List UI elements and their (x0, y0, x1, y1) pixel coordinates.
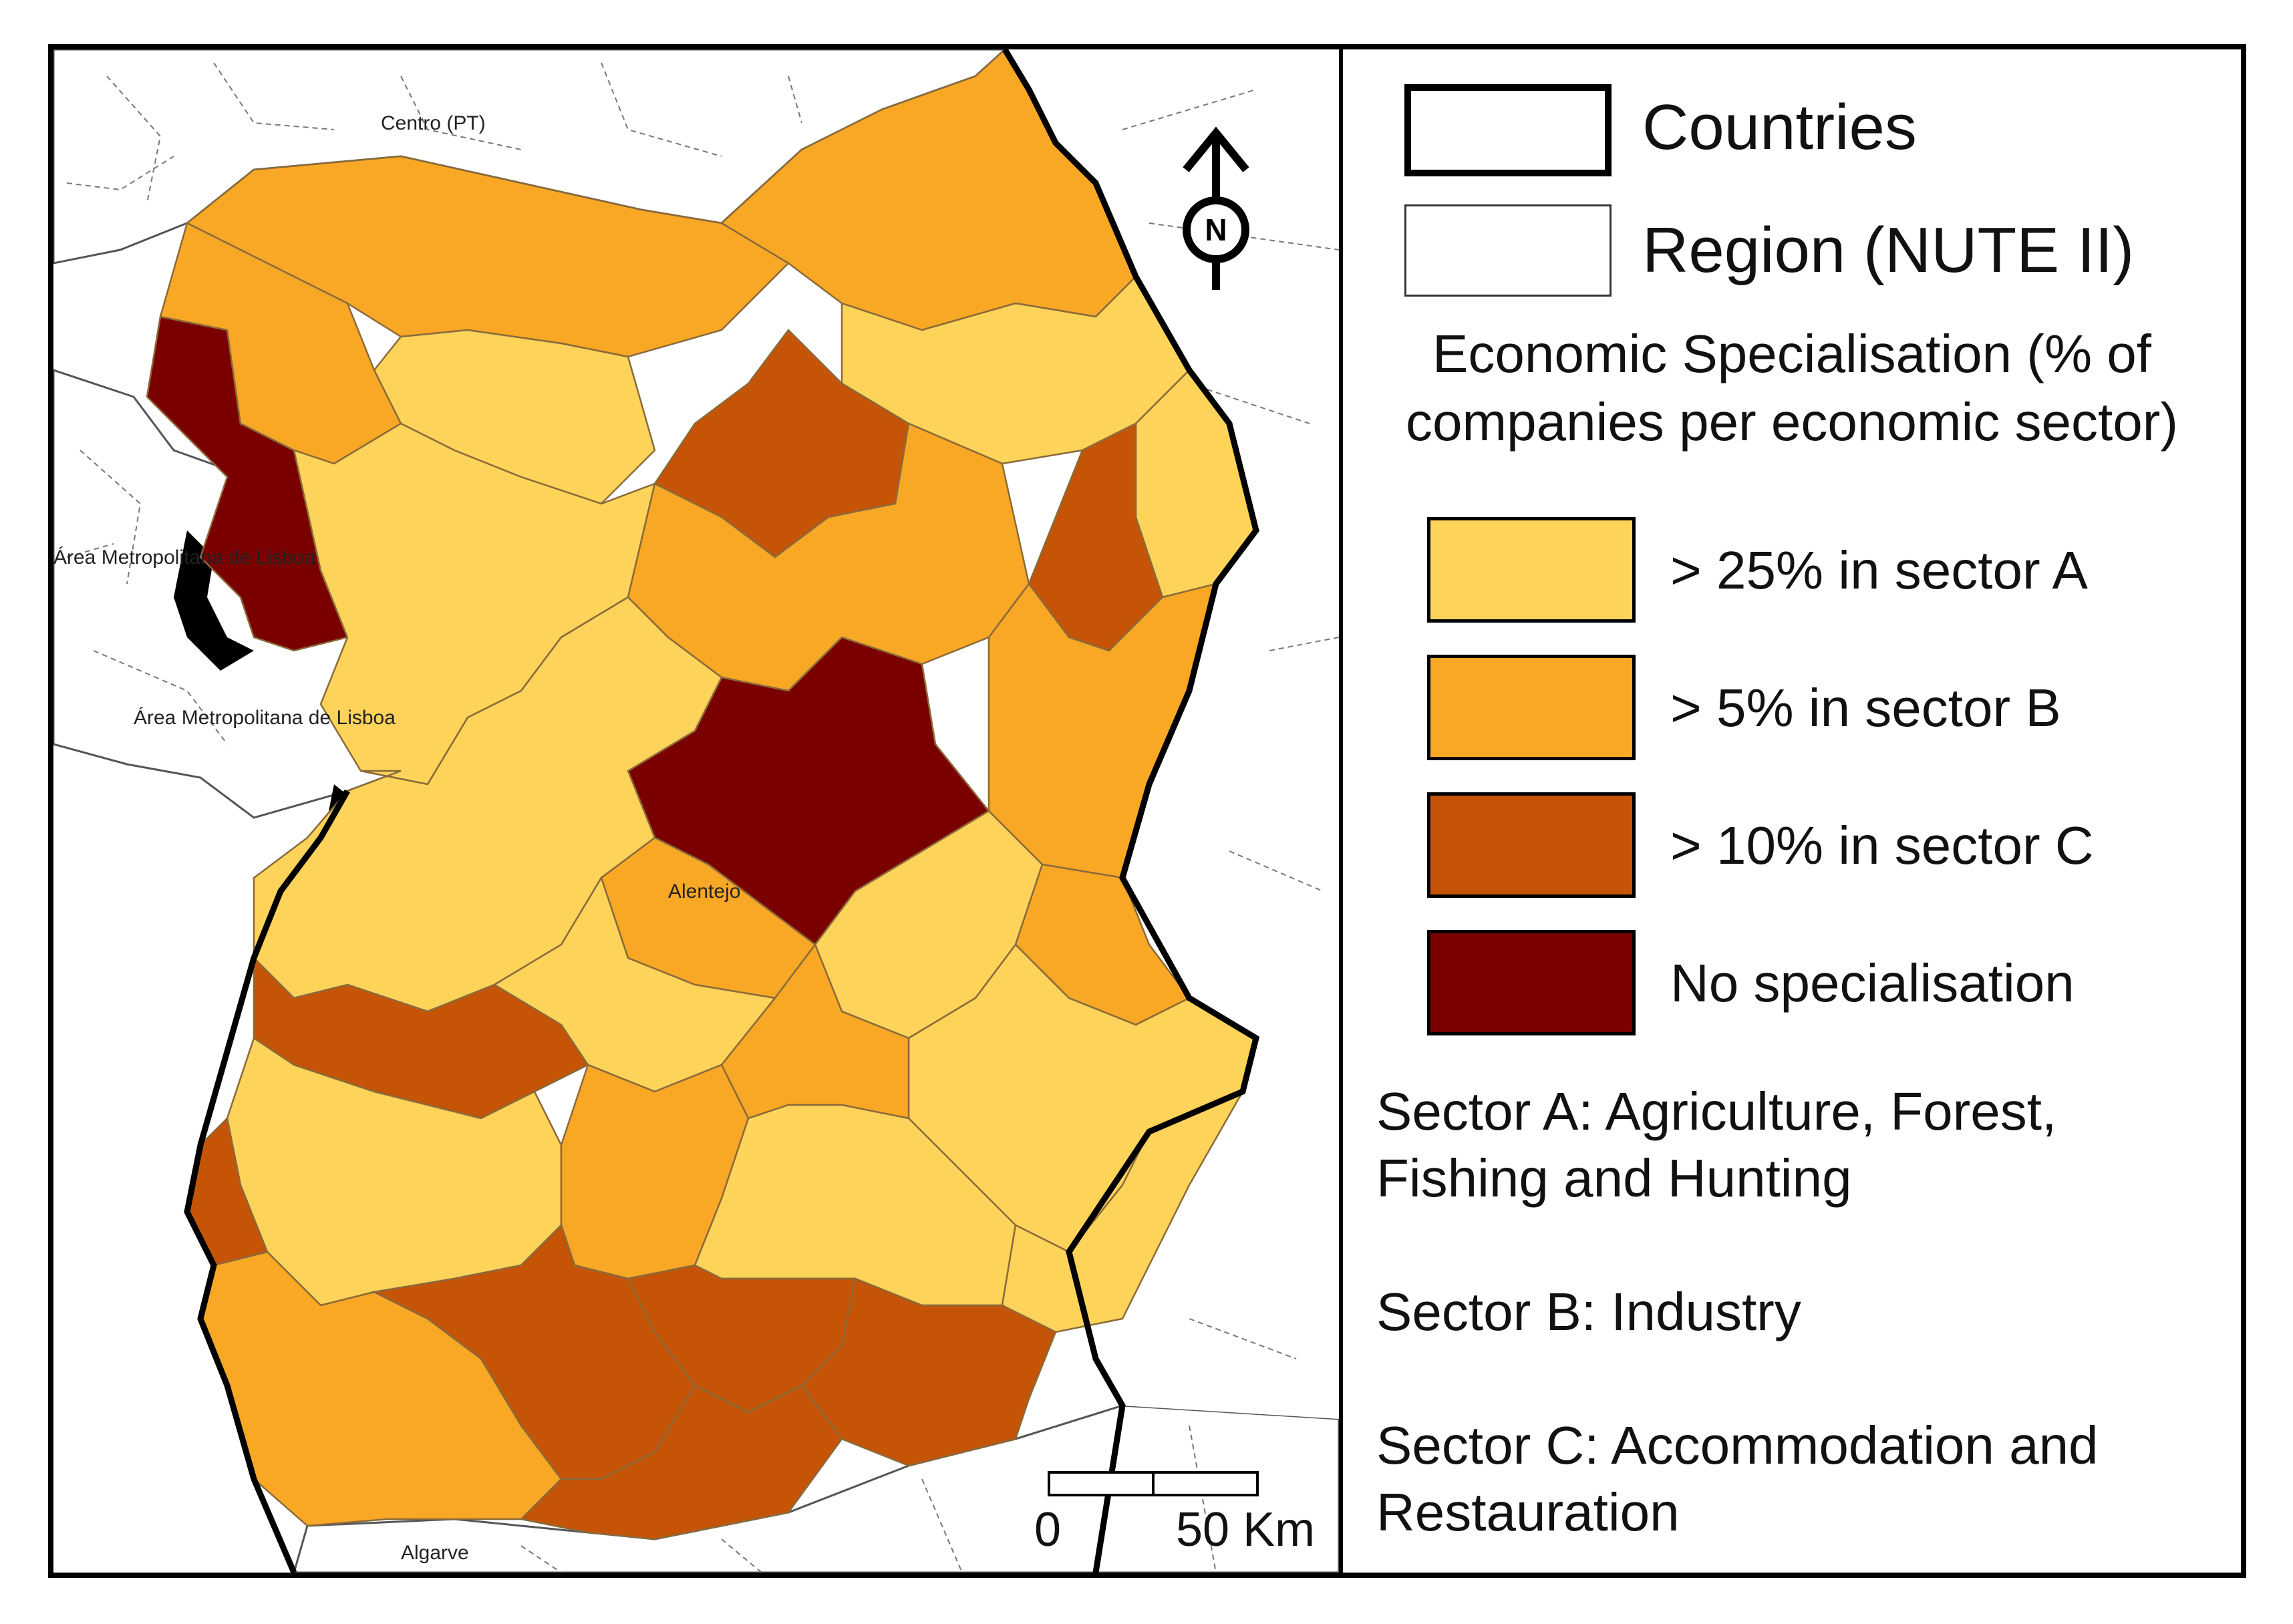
map-canvas: Centro (PT) Área Metropolitana de Lisboa… (53, 49, 1339, 1573)
municipality-c-se (800, 1277, 1057, 1467)
spain-area (1069, 49, 1339, 1419)
legend-label-sector-a: > 25% in sector A (1670, 540, 2088, 600)
legend-sector-c-definition: Sector C: Accommodation and Restauration (1376, 1416, 2099, 1542)
scale-start: 0 (1034, 1503, 1061, 1557)
legend-sector-a-definition: Sector A: Agriculture, Forest, Fishing a… (1376, 1082, 2057, 1208)
legend-label-sector-b: > 5% in sector B (1670, 678, 2061, 738)
label-algarve: Algarve (401, 1542, 469, 1564)
legend: Countries Region (NUTE II) Economic Spec… (1343, 49, 2241, 1573)
legend-swatch-sector-b (1427, 655, 1636, 760)
scale-bar: 0 50 Km (1034, 1471, 1315, 1557)
legend-swatch-sector-a (1427, 517, 1636, 623)
legend-swatch-none (1427, 930, 1636, 1035)
legend-countries-swatch (1404, 84, 1612, 176)
legend-swatch-sector-c (1427, 792, 1636, 898)
legend-title-line2: companies per economic sector) (1405, 392, 2179, 452)
country-border (1002, 49, 1260, 1573)
legend-label-none: No specialisation (1670, 953, 2075, 1013)
panel-divider (1339, 44, 1343, 1578)
scale-end: 50 Km (1176, 1503, 1315, 1557)
legend-sector-b-definition: Sector B: Industry (1376, 1282, 1801, 1341)
north-arrow-icon: N (1183, 126, 1249, 290)
coastline (184, 789, 350, 1573)
legend-region-label: Region (NUTE II) (1642, 214, 2135, 286)
alentejo-municipalities (146, 49, 1257, 1540)
legend-region-swatch (1404, 204, 1612, 297)
legend-title-line1: Economic Specialisation (% of (1432, 324, 2152, 383)
map-panel: Centro (PT) Área Metropolitana de Lisboa… (53, 49, 1339, 1573)
label-lisboa-north: Área Metropolitana de Lisboa (53, 546, 315, 569)
label-lisboa-south: Área Metropolitana de Lisboa (134, 707, 396, 729)
tagus-estuary (174, 530, 254, 671)
label-centro: Centro (PT) (381, 112, 486, 134)
legend-countries-label: Countries (1642, 92, 1917, 163)
legend-label-sector-c: > 10% in sector C (1670, 816, 2094, 875)
north-letter: N (1205, 212, 1227, 247)
figure-frame (48, 44, 2246, 1578)
label-alentejo: Alentejo (668, 880, 740, 903)
